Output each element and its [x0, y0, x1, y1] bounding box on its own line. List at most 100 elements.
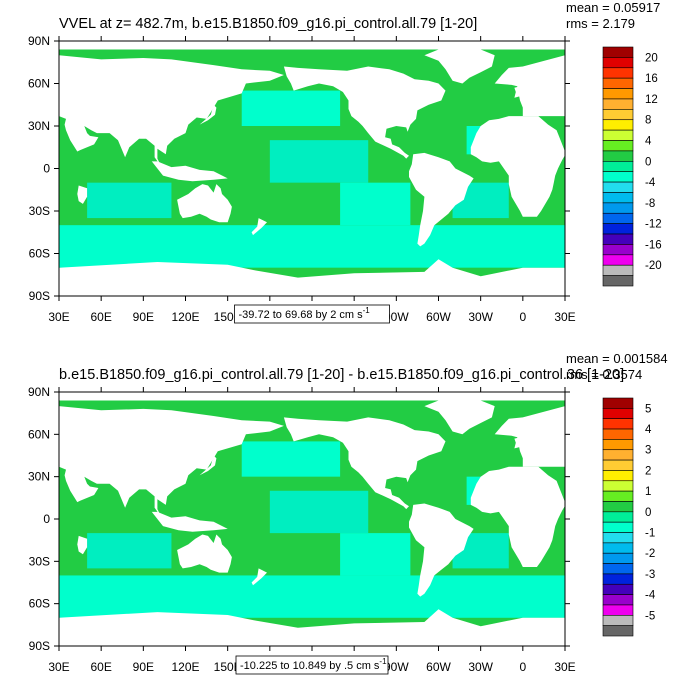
- landmass-asia: [59, 55, 284, 168]
- y-tick-label: 60S: [29, 597, 50, 611]
- colorbar-swatch: [602, 594, 634, 606]
- x-tick-label: 120E: [171, 310, 199, 324]
- landmass-eurasia: [494, 55, 565, 117]
- x-tick-label: 90E: [133, 660, 154, 674]
- map-panel-1: VVEL at z= 482.7m, b.e15.B1850.f09_g16.p…: [28, 0, 662, 324]
- x-tick-label: 30E: [554, 660, 575, 674]
- colorbar-swatch: [602, 615, 634, 626]
- colorbar-label: 0: [645, 507, 651, 519]
- y-tick-label: 0: [43, 512, 50, 526]
- landmass-greenland: [424, 400, 495, 435]
- landmass-uk: [514, 86, 523, 98]
- y-tick-label: 60N: [28, 427, 50, 441]
- panel-title: b.e15.B1850.f09_g16.pi_control.all.79 [1…: [59, 367, 624, 383]
- colorbar-swatch: [602, 459, 634, 471]
- y-tick-label: 90N: [28, 385, 50, 399]
- colorbar-swatch: [602, 254, 634, 266]
- colorbar-swatch: [602, 542, 634, 554]
- colorbar-swatch: [602, 140, 634, 152]
- landmass-madagascar: [77, 535, 88, 555]
- rms-label: rms = 2.179: [566, 16, 635, 31]
- colorbar-swatch: [602, 532, 634, 544]
- landmass-uk: [514, 437, 523, 449]
- ocean-patch: [269, 140, 369, 183]
- map-panel-2: b.e15.B1850.f09_g16.pi_control.all.79 [1…: [28, 351, 668, 675]
- colorbar-label: -4: [645, 590, 656, 602]
- ocean-patch: [87, 182, 172, 219]
- colorbar-swatch: [602, 192, 634, 204]
- ocean-field: [59, 392, 565, 646]
- landmass-australia: [177, 184, 232, 223]
- colorbar-swatch: [602, 67, 634, 79]
- y-tick-label: 60N: [28, 77, 50, 91]
- x-tick-label: 60W: [426, 310, 451, 324]
- colorbar-swatch: [602, 57, 634, 69]
- colorbar-swatch: [602, 244, 634, 256]
- y-tick-label: 90S: [29, 289, 50, 303]
- landmass-eurasia: [494, 406, 565, 467]
- colorbar-swatch: [602, 552, 634, 564]
- landmass-arcticTop: [59, 392, 565, 401]
- y-tick-label: 30N: [28, 119, 50, 133]
- landmass-southAmerica: [409, 152, 474, 247]
- colorbar-label: -12: [645, 219, 662, 231]
- ocean-patch: [269, 490, 369, 534]
- colorbar-swatch: [602, 449, 634, 461]
- colorbar-swatch: [602, 583, 634, 595]
- colorbar-swatch: [602, 563, 634, 575]
- colorbar-swatch: [602, 119, 634, 131]
- landmass-africa: [470, 116, 565, 217]
- colorbar-swatch: [602, 77, 634, 89]
- landmass-newZealand: [251, 568, 267, 586]
- colorbar-label: -8: [645, 198, 655, 210]
- ocean-patch: [340, 182, 411, 226]
- colorbar-swatch: [602, 181, 634, 193]
- colorbar-swatch: [602, 275, 634, 287]
- range-units-exponent: -1: [363, 306, 371, 315]
- x-tick-label: 30E: [554, 310, 575, 324]
- x-tick-label: 90W: [384, 310, 409, 324]
- colorbar-label: 2: [645, 465, 651, 477]
- landmass-africa: [470, 466, 565, 567]
- landmass-australia: [177, 534, 232, 573]
- landmass-asia: [59, 406, 284, 518]
- colorbar-swatch: [602, 573, 634, 585]
- x-tick-label: 0: [519, 660, 526, 674]
- colorbar-label: 8: [645, 115, 651, 127]
- colorbar-label: -1: [645, 528, 655, 540]
- colorbar-label: 16: [645, 73, 658, 85]
- colorbar-label: 3: [645, 445, 651, 457]
- ocean-patch: [87, 533, 172, 569]
- y-tick-label: 30S: [29, 554, 50, 568]
- y-tick-label: 0: [43, 162, 50, 176]
- colorbar-swatch: [602, 98, 634, 110]
- colorbar-swatch: [602, 604, 634, 616]
- landmass-japan: [199, 455, 217, 476]
- ocean-field: [59, 41, 565, 296]
- x-tick-label: 90W: [384, 660, 409, 674]
- range-label: -39.72 to 69.68 by 2 cm s-1: [239, 306, 371, 321]
- colorbar-label: 5: [645, 403, 651, 415]
- colorbar-label: 1: [645, 486, 651, 498]
- colorbar-swatch: [602, 408, 634, 419]
- landmass-northAmerica: [283, 66, 446, 159]
- colorbar-label: -4: [645, 177, 656, 189]
- range-label-box: [234, 304, 390, 324]
- colorbar-swatch: [602, 264, 634, 276]
- x-tick-label: 120E: [171, 660, 199, 674]
- x-tick-label: 60W: [426, 660, 451, 674]
- colorbar-swatch: [602, 161, 634, 172]
- colorbar-swatch: [602, 212, 634, 224]
- colorbar-swatch: [602, 46, 634, 58]
- x-tick-label: 30E: [48, 310, 69, 324]
- colorbar-swatch: [602, 470, 634, 482]
- y-tick-label: 60S: [29, 247, 50, 261]
- x-tick-label: 150E: [214, 660, 242, 674]
- mean-label: mean = 0.001584: [566, 351, 668, 366]
- y-tick-label: 30N: [28, 470, 50, 484]
- x-tick-label: 0: [519, 310, 526, 324]
- colorbar-swatch: [602, 418, 634, 430]
- landmass-arcticTop: [59, 41, 565, 50]
- colorbar-swatch: [602, 202, 634, 214]
